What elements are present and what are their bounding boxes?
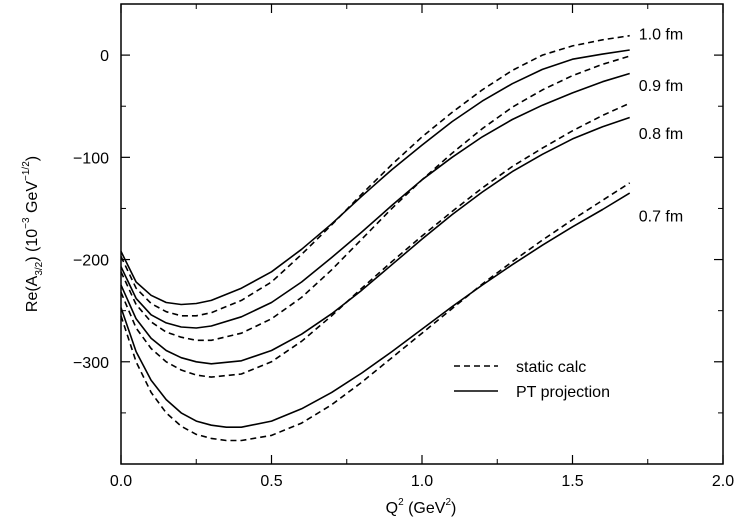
legend-label-static-calc: static calc <box>516 359 586 376</box>
plot-frame <box>120 3 724 465</box>
series-line-0-9-fm-solid <box>120 72 630 329</box>
curve-labels: 1.0 fm 0.9 fm 0.8 fm 0.7 fm <box>639 27 683 226</box>
series-line-0-7-fm-dashed <box>120 182 631 442</box>
series-line-0-8-fm-solid <box>120 116 630 365</box>
x-tick-label: 1.0 <box>411 473 433 490</box>
series-line-0-9-fm-dashed <box>120 55 630 342</box>
x-axis-title: Q2 (GeV2) <box>386 497 457 517</box>
tick-labels: 0.0 0.5 1.0 1.5 2.0 0 −100 −200 −300 <box>73 48 734 490</box>
legend: static calc PT projection <box>454 359 610 401</box>
series-line-0-7-fm-solid <box>120 192 631 429</box>
y-tick-label: −100 <box>73 150 109 167</box>
axis-ticks <box>120 4 724 464</box>
legend-label-pt-projection: PT projection <box>516 384 610 401</box>
curve-label: 0.9 fm <box>639 78 683 95</box>
y-tick-label: 0 <box>100 48 109 65</box>
series-line-0-8-fm-dashed <box>120 102 631 378</box>
x-tick-label: 0.5 <box>260 473 282 490</box>
curve-label: 0.7 fm <box>639 209 683 226</box>
x-tick-label: 2.0 <box>712 473 734 490</box>
y-axis-title: Re(A3/2) (10−3 GeV−1/2) <box>21 156 45 312</box>
curve-label: 1.0 fm <box>639 27 683 44</box>
series-lines <box>120 34 631 442</box>
series-line-1-0-fm-dashed <box>120 34 630 317</box>
x-tick-label: 1.5 <box>561 473 583 490</box>
y-tick-label: −200 <box>73 253 109 270</box>
series-line-1-0-fm-solid <box>120 49 630 306</box>
x-tick-label: 0.0 <box>110 473 132 490</box>
curve-label: 0.8 fm <box>639 126 683 143</box>
y-tick-label: −300 <box>73 355 109 372</box>
